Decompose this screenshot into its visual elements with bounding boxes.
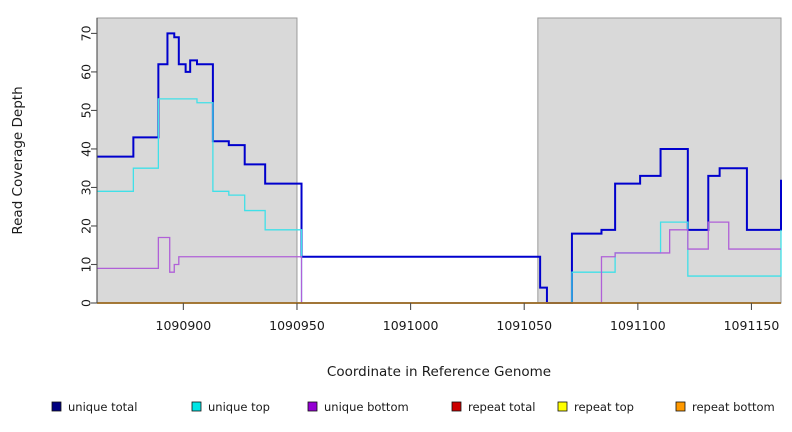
legend-item-unique-total[interactable]: unique total [51,400,137,414]
x-tick-label-1090950: 1090950 [269,318,325,333]
x-tick-label-1091100: 1091100 [610,318,666,333]
shaded-region-0 [96,17,298,304]
legend-item-unique-bottom[interactable]: unique bottom [307,400,409,414]
legend-swatch-icon [675,401,686,412]
y-tick-label-70: 70 [79,25,94,41]
legend-label: repeat total [468,400,535,414]
y-axis-title: Read Coverage Depth [10,86,26,234]
legend-swatch-icon [191,401,202,412]
legend-swatch-icon [451,401,462,412]
y-tick-label-40: 40 [79,141,94,157]
legend-label: repeat top [574,400,634,414]
x-tick-label-1090900: 1090900 [156,318,212,333]
legend-swatch-icon [307,401,318,412]
y-tick-label-10: 10 [79,256,94,272]
legend-item-repeat-bottom[interactable]: repeat bottom [675,400,775,414]
x-tick-label-1091000: 1091000 [383,318,439,333]
y-tick-label-50: 50 [79,102,94,118]
x-tick-label-1091050: 1091050 [496,318,552,333]
x-tick-label-1091150: 1091150 [724,318,780,333]
legend-item-repeat-total[interactable]: repeat total [451,400,535,414]
legend-label: unique bottom [324,400,409,414]
legend-label: repeat bottom [692,400,775,414]
shaded-region-1 [537,17,782,304]
legend-swatch-icon [557,401,568,412]
y-tick-label-20: 20 [79,218,94,234]
x-axis-title: Coordinate in Reference Genome [327,364,551,380]
legend-item-repeat-top[interactable]: repeat top [557,400,634,414]
y-tick-label-0: 0 [79,299,94,307]
legend-swatch-icon [51,401,62,412]
legend-label: unique total [68,400,137,414]
y-tick-label-60: 60 [79,64,94,80]
y-tick-label-30: 30 [79,179,94,195]
legend-label: unique top [208,400,270,414]
legend-item-unique-top[interactable]: unique top [191,400,270,414]
